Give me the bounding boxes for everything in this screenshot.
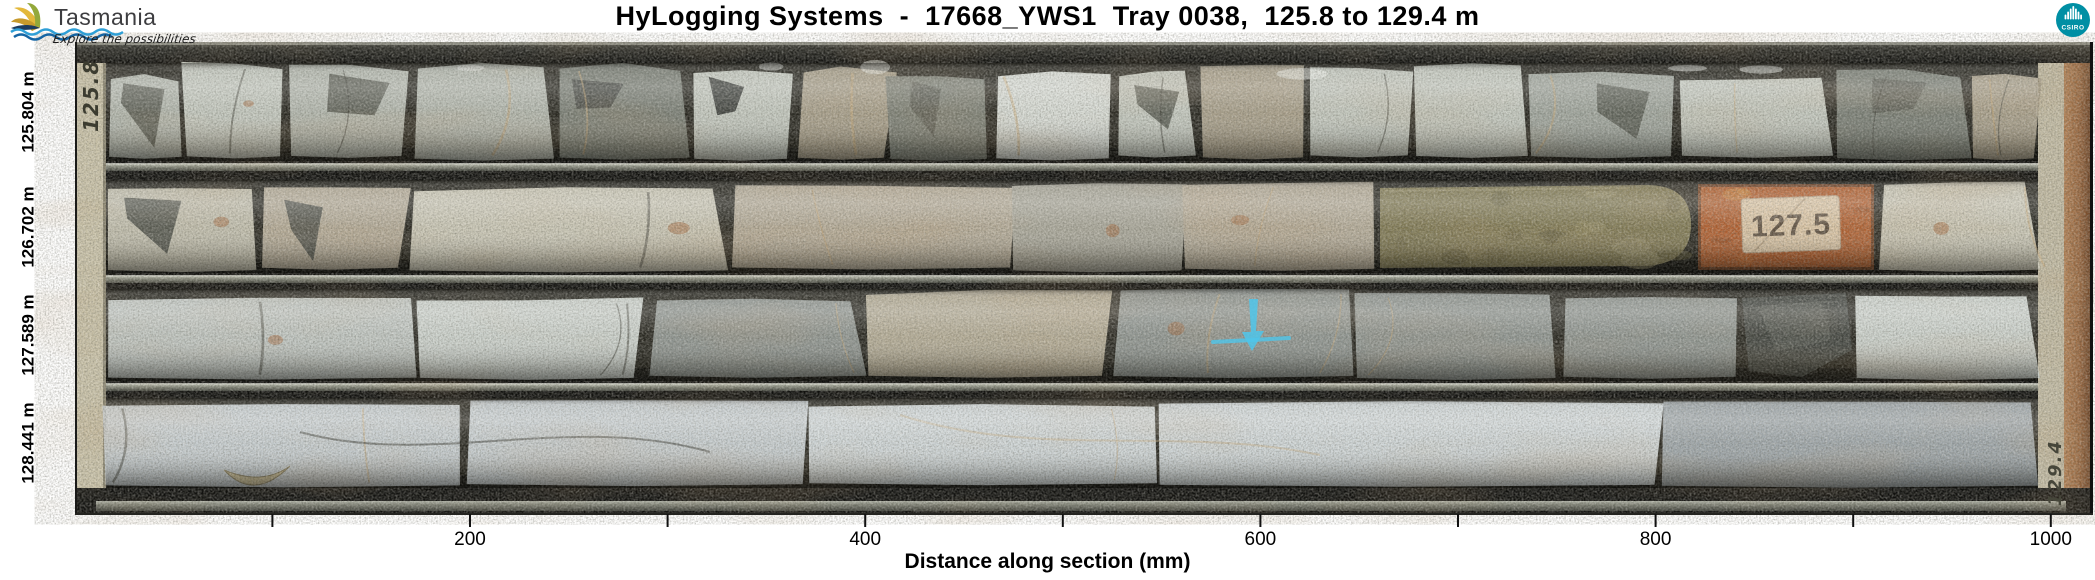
depth-label-text: 126.702 m (19, 185, 39, 268)
svg-text:125.8: 125.8 (79, 59, 103, 132)
x-axis-tick-label: 200 (454, 529, 486, 550)
tasmania-logo-icon (10, 3, 124, 41)
x-axis-ticks (271, 514, 2052, 527)
x-axis-tick-label: 1000 (2029, 529, 2072, 550)
depth-label-text: 128.441 m (19, 402, 39, 484)
x-axis-title: Distance along section (mm) (904, 550, 1191, 573)
tasmania-logo-text: Tasmania (54, 4, 157, 30)
csiro-logo-text: CSIRO (2061, 25, 2084, 32)
page-title: HyLogging Systems - 17668_YWS1 Tray 0038… (615, 1, 1480, 31)
depth-label-row-4: 128.441 m (4, 398, 54, 488)
csiro-logo-icon: CSIRO (2056, 3, 2090, 37)
depth-label-row-1: 125.804 m (4, 63, 54, 161)
x-axis-tick-label: 600 (1244, 529, 1277, 550)
tasmania-tagline: Explore the possibilities (52, 32, 197, 46)
handwritten-depth-end: 129.4 (2045, 439, 2066, 506)
csiro-logo: CSIRO (2053, 1, 2093, 50)
depth-label-row-3: 127.589 m (4, 289, 54, 381)
handwritten-depth-start: 125.8 (79, 59, 103, 132)
svg-text:129.4: 129.4 (2045, 439, 2066, 506)
tasmania-logo: Tasmania Explore the possibilities (6, 1, 216, 49)
x-axis-tick-label: 400 (849, 529, 882, 550)
depth-label-text: 125.804 m (19, 71, 39, 153)
cyan-orientation-mark (1211, 299, 1291, 351)
depth-label-text: 127.589 m (19, 294, 39, 376)
x-axis-tick-label: 800 (1639, 529, 1672, 550)
depth-label-row-2: 126.702 m (4, 180, 54, 273)
